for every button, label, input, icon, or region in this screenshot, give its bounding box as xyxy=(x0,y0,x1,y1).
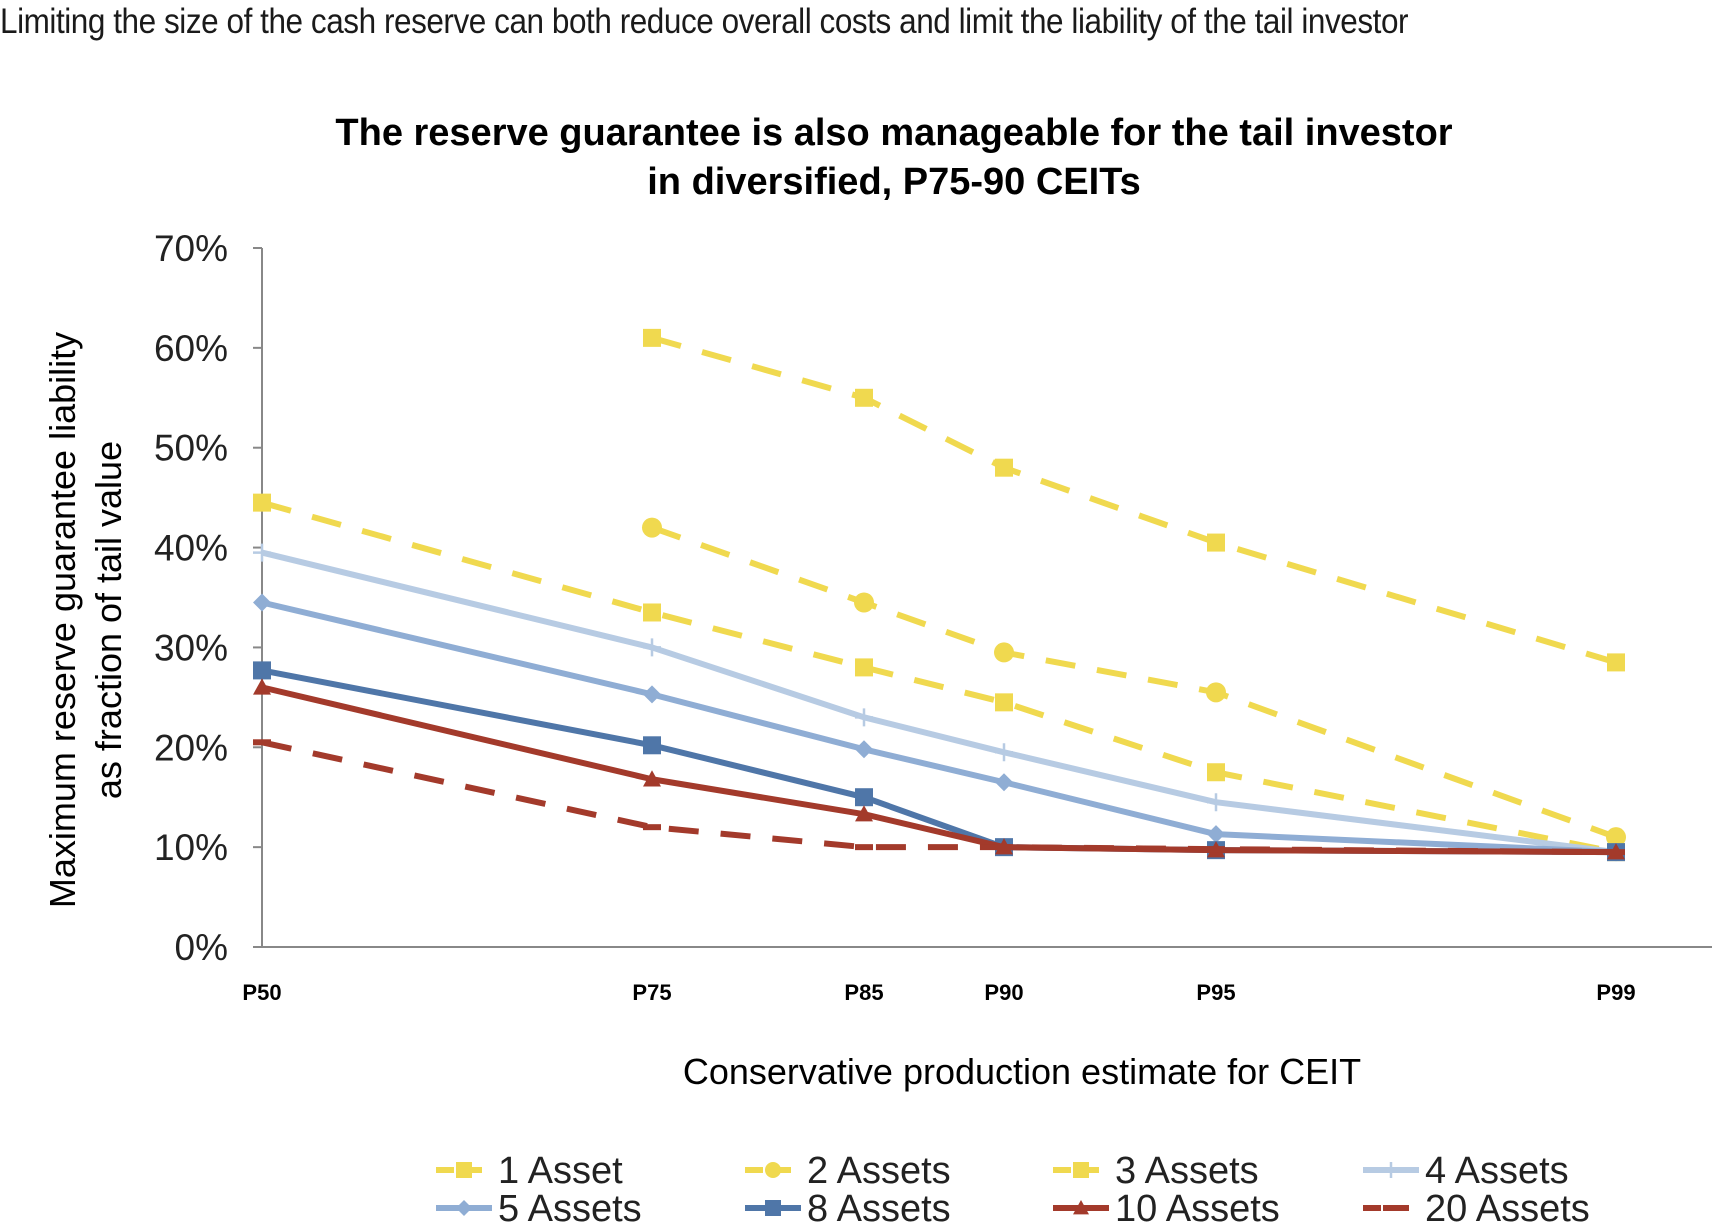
data-point xyxy=(1207,763,1225,782)
x-tick-label: P95 xyxy=(1196,980,1235,1005)
data-point xyxy=(855,740,873,759)
data-point xyxy=(1606,827,1626,848)
legend-marker xyxy=(1383,1162,1399,1178)
data-point xyxy=(1207,793,1225,812)
x-tick-labels: P50 P75 P85 P90 P95 P99 xyxy=(242,980,1635,1005)
series-3-assets xyxy=(253,493,1625,862)
series-line xyxy=(261,684,1617,856)
data-point xyxy=(642,517,662,538)
data-point xyxy=(643,638,661,657)
legend-item: 4 Assets xyxy=(1363,1150,1569,1192)
chart-series xyxy=(253,328,1626,862)
y-tick-label: 50% xyxy=(154,428,228,469)
data-point xyxy=(1206,682,1226,703)
x-tick-label: P75 xyxy=(632,980,671,1005)
legend-item: 3 Assets xyxy=(1053,1150,1259,1192)
data-point xyxy=(643,685,661,704)
data-point xyxy=(643,603,661,622)
y-tick-label: 70% xyxy=(154,228,228,269)
chart-title-line-2: in diversified, P75-90 CEITs xyxy=(647,161,1140,203)
series-line xyxy=(651,334,1617,666)
legend-item: 2 Assets xyxy=(745,1150,951,1192)
x-axis-label: Conservative production estimate for CEI… xyxy=(683,1051,1361,1092)
data-point xyxy=(643,328,661,347)
data-point xyxy=(253,678,271,695)
data-point xyxy=(253,661,271,680)
data-point xyxy=(253,543,271,562)
y-tick-label: 60% xyxy=(154,328,228,369)
series-line xyxy=(651,524,1618,840)
legend-item: 10 Assets xyxy=(1053,1188,1280,1230)
series-line xyxy=(261,549,1617,856)
series-line xyxy=(261,499,1617,856)
data-point xyxy=(994,642,1014,663)
data-point xyxy=(855,388,873,407)
legend-item: 1 Asset xyxy=(436,1150,623,1192)
data-point xyxy=(995,844,1013,851)
legend: 1 Asset 2 Assets 3 Assets 4 Assets 5 Assets 8… xyxy=(436,1150,1590,1230)
data-point xyxy=(1207,825,1225,844)
data-point xyxy=(855,708,873,727)
legend-marker xyxy=(1073,1200,1089,1215)
x-tick-label: P85 xyxy=(844,980,883,1005)
data-point xyxy=(253,493,271,512)
y-tick-label: 10% xyxy=(154,827,228,868)
series-line xyxy=(261,599,1617,856)
x-tick-label: P50 xyxy=(242,980,281,1005)
legend-label: 5 Assets xyxy=(498,1188,642,1230)
y-axis-label: Maximum reserve guarantee liability as f… xyxy=(42,332,129,908)
y-tick-label: 20% xyxy=(154,727,228,768)
data-point xyxy=(995,693,1013,712)
data-point xyxy=(1607,653,1625,672)
legend-label: 4 Assets xyxy=(1425,1150,1569,1192)
data-point xyxy=(855,658,873,677)
series-2-assets xyxy=(642,517,1626,848)
chart-title-line-1: The reserve guarantee is also manageable… xyxy=(335,112,1452,154)
y-tick-label: 30% xyxy=(154,627,228,668)
data-point xyxy=(995,743,1013,762)
legend-item: 20 Assets xyxy=(1363,1188,1590,1230)
legend-item: 5 Assets xyxy=(436,1188,642,1230)
legend-label: 8 Assets xyxy=(807,1188,951,1230)
data-point xyxy=(995,773,1013,792)
legend-marker xyxy=(765,1200,781,1216)
y-tick-labels: 0% 10% 20% 30% 40% 50% 60% 70% xyxy=(154,228,228,968)
data-point xyxy=(854,592,874,613)
data-point xyxy=(253,593,271,612)
legend-marker xyxy=(765,1162,781,1178)
data-point xyxy=(643,824,661,831)
series-line xyxy=(261,739,1617,856)
data-point xyxy=(643,736,661,755)
data-point xyxy=(995,458,1013,477)
data-point xyxy=(1607,849,1625,856)
data-point xyxy=(855,788,873,807)
legend-label: 2 Assets xyxy=(807,1150,951,1192)
legend-label: 20 Assets xyxy=(1425,1188,1590,1230)
legend-label: 10 Assets xyxy=(1115,1188,1280,1230)
legend-marker xyxy=(1073,1162,1089,1178)
legend-item: 8 Assets xyxy=(745,1188,951,1230)
legend-marker xyxy=(456,1200,472,1216)
legend-marker xyxy=(1383,1205,1399,1211)
data-point xyxy=(855,805,873,822)
y-tick-label: 40% xyxy=(154,528,228,569)
series-1-asset xyxy=(643,328,1625,672)
data-point xyxy=(855,844,873,851)
y-axis-label-line-1: Maximum reserve guarantee liability xyxy=(42,332,83,908)
chart-title: The reserve guarantee is also manageable… xyxy=(335,112,1452,203)
data-point xyxy=(643,770,661,787)
y-tick-label: 0% xyxy=(175,927,228,968)
data-point xyxy=(253,739,271,746)
data-point xyxy=(1207,846,1225,853)
y-axis-label-line-2: as fraction of tail value xyxy=(88,441,129,799)
x-tick-label: P90 xyxy=(984,980,1023,1005)
legend-marker xyxy=(456,1162,472,1178)
legend-label: 3 Assets xyxy=(1115,1150,1259,1192)
data-point xyxy=(1207,533,1225,552)
legend-label: 1 Asset xyxy=(498,1150,623,1192)
page-header: Limiting the size of the cash reserve ca… xyxy=(0,2,1409,41)
x-tick-label: P99 xyxy=(1596,980,1635,1005)
series-20-assets xyxy=(253,739,1625,856)
